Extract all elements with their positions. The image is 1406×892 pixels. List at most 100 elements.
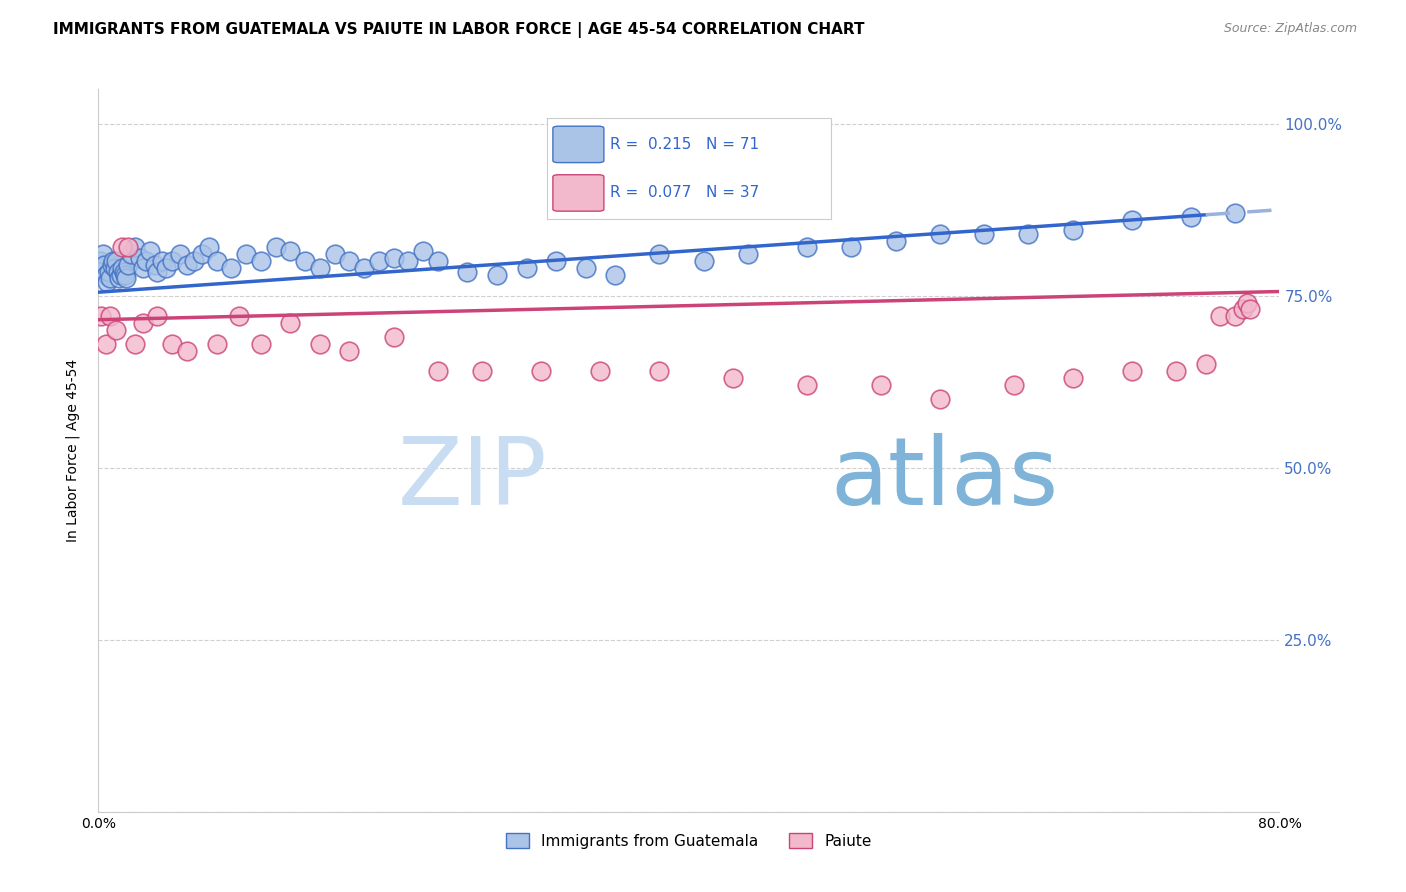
Point: [104, 261, 127, 276]
Point: [93, 258, 115, 272]
Point: [169, 247, 191, 261]
Point: [605, 268, 627, 282]
Point: [235, 247, 257, 261]
Point: [139, 244, 162, 258]
Point: [250, 336, 273, 351]
Point: [353, 261, 375, 276]
Point: [412, 244, 434, 258]
Point: [124, 240, 146, 254]
Point: [221, 261, 243, 276]
Point: [114, 268, 136, 282]
Point: [146, 310, 169, 324]
Point: [884, 234, 907, 248]
Point: [250, 254, 273, 268]
Point: [796, 378, 818, 392]
Point: [97, 264, 120, 278]
Point: [323, 247, 346, 261]
Point: [1018, 227, 1040, 241]
Point: [146, 264, 169, 278]
Point: [382, 251, 405, 265]
Point: [205, 254, 228, 268]
Point: [929, 227, 952, 241]
Point: [107, 264, 129, 278]
Point: [128, 251, 150, 265]
Point: [94, 268, 117, 282]
Point: [162, 336, 183, 351]
Point: [1239, 302, 1261, 317]
Point: [150, 254, 173, 268]
Point: [427, 364, 450, 378]
Point: [737, 247, 759, 261]
Point: [98, 271, 121, 285]
Point: [111, 240, 134, 254]
Point: [1121, 213, 1143, 227]
Point: [176, 343, 198, 358]
Point: [796, 240, 818, 254]
Point: [339, 254, 361, 268]
Point: [89, 254, 111, 268]
Point: [205, 336, 228, 351]
Point: [135, 254, 157, 268]
Point: [1232, 302, 1254, 317]
Point: [973, 227, 995, 241]
Point: [1195, 358, 1218, 372]
Point: [1236, 295, 1258, 310]
Point: [1180, 210, 1202, 224]
Point: [115, 271, 138, 285]
Point: [309, 336, 332, 351]
Y-axis label: In Labor Force | Age 45-54: In Labor Force | Age 45-54: [65, 359, 80, 542]
Point: [546, 254, 568, 268]
Point: [1002, 378, 1025, 392]
Point: [105, 254, 128, 268]
Point: [98, 310, 121, 324]
Point: [723, 371, 745, 385]
Point: [280, 316, 302, 330]
Point: [96, 275, 118, 289]
Point: [648, 364, 671, 378]
Point: [1062, 371, 1084, 385]
Point: [100, 258, 122, 272]
Point: [117, 258, 139, 272]
Point: [339, 343, 361, 358]
Point: [162, 254, 183, 268]
Point: [110, 268, 132, 282]
Point: [117, 240, 139, 254]
Text: ZIP: ZIP: [398, 434, 547, 525]
Point: [280, 244, 302, 258]
Point: [108, 271, 131, 285]
Point: [309, 261, 332, 276]
Text: Source: ZipAtlas.com: Source: ZipAtlas.com: [1223, 22, 1357, 36]
Point: [486, 268, 509, 282]
Point: [183, 254, 205, 268]
Point: [457, 264, 479, 278]
Point: [143, 258, 166, 272]
Point: [91, 247, 114, 261]
Point: [427, 254, 450, 268]
Point: [120, 247, 142, 261]
Point: [1121, 364, 1143, 378]
Point: [471, 364, 494, 378]
Text: IMMIGRANTS FROM GUATEMALA VS PAIUTE IN LABOR FORCE | AGE 45-54 CORRELATION CHART: IMMIGRANTS FROM GUATEMALA VS PAIUTE IN L…: [53, 22, 865, 38]
Point: [1225, 310, 1247, 324]
Point: [105, 323, 128, 337]
Point: [929, 392, 952, 406]
Point: [530, 364, 553, 378]
Point: [103, 254, 125, 268]
Point: [112, 264, 135, 278]
Point: [382, 330, 405, 344]
Point: [1225, 206, 1247, 220]
Point: [294, 254, 316, 268]
Point: [589, 364, 612, 378]
Point: [1166, 364, 1188, 378]
Point: [575, 261, 598, 276]
Point: [1209, 310, 1232, 324]
Point: [90, 310, 112, 324]
Point: [132, 261, 155, 276]
Point: [90, 261, 112, 276]
Point: [191, 247, 214, 261]
Point: [228, 310, 250, 324]
Point: [1062, 223, 1084, 237]
Point: [368, 254, 391, 268]
Legend: Immigrants from Guatemala, Paiute: Immigrants from Guatemala, Paiute: [501, 827, 877, 855]
Point: [870, 378, 893, 392]
